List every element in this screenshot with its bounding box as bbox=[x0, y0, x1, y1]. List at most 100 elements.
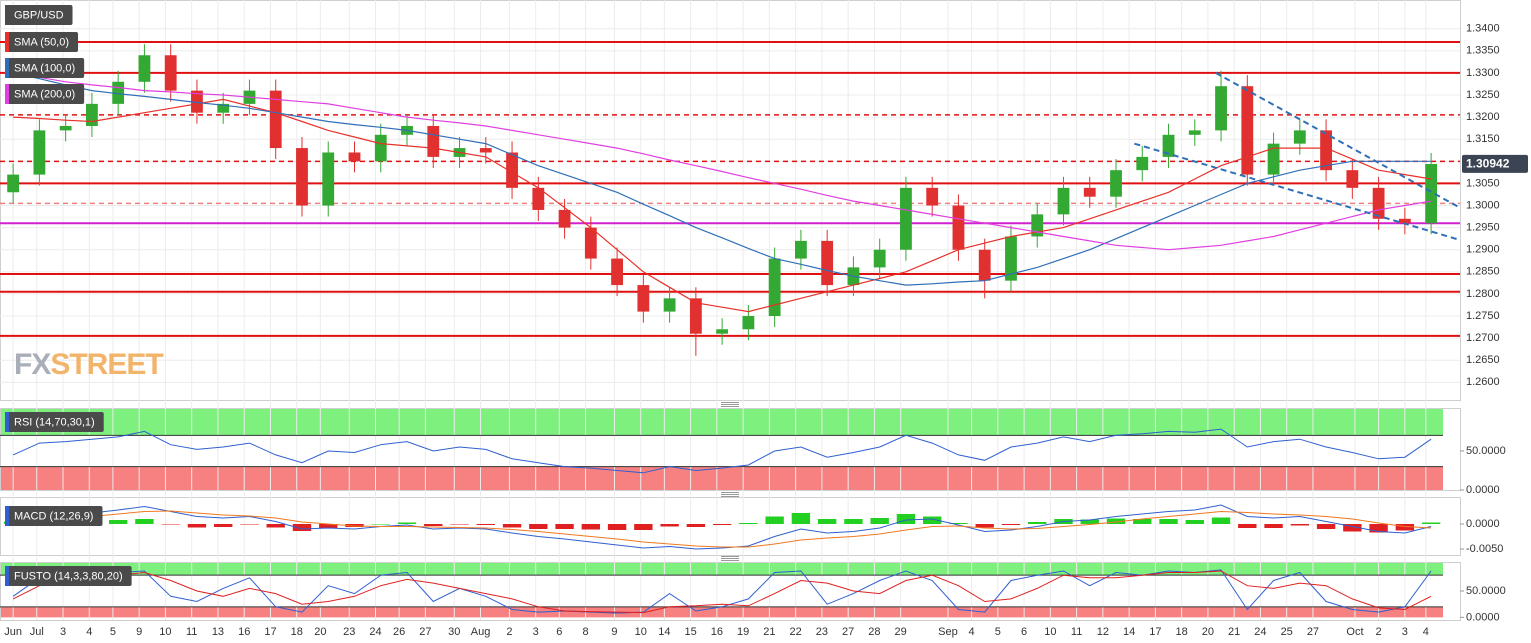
x-tick-label: 10 bbox=[159, 626, 171, 638]
candle-body bbox=[768, 258, 781, 317]
candle-body bbox=[348, 152, 361, 162]
indicator-label: FUSTO (14,3,3,80,20) bbox=[5, 566, 132, 586]
x-tick-label: 20 bbox=[314, 626, 326, 638]
watermark-part: FX bbox=[14, 348, 51, 381]
x-tick-label: 2 bbox=[1376, 626, 1382, 638]
histogram-bar bbox=[765, 516, 784, 524]
indicator-label-swatch bbox=[5, 506, 9, 526]
candle-body bbox=[191, 90, 203, 113]
x-tick-label: 5 bbox=[995, 626, 1001, 638]
candle-body bbox=[926, 187, 939, 206]
histogram-bar bbox=[634, 524, 653, 530]
indicator-label: RSI (14,70,30,1) bbox=[5, 412, 104, 432]
y-tick-label: 1.3400 bbox=[1466, 23, 1500, 35]
legend-entry-swatch bbox=[5, 32, 9, 52]
x-tick-label: 21 bbox=[1228, 626, 1240, 638]
histogram-bar bbox=[607, 524, 627, 530]
candle-body bbox=[978, 249, 991, 281]
histogram-bar bbox=[529, 524, 548, 529]
overbought-zone bbox=[0, 408, 1443, 436]
x-tick-label: Jun bbox=[4, 626, 22, 638]
histogram-bar bbox=[161, 524, 180, 525]
histogram-bar bbox=[686, 524, 706, 527]
histogram-bar bbox=[240, 524, 259, 525]
panel-frame bbox=[0, 497, 1461, 556]
indicator-label-text: FUSTO (14,3,3,80,20) bbox=[14, 570, 123, 582]
candle-body bbox=[1372, 187, 1385, 219]
sma-line bbox=[12, 72, 1432, 286]
x-tick-label: 21 bbox=[763, 626, 775, 638]
candle-body bbox=[7, 174, 20, 193]
x-tick-label: 13 bbox=[212, 626, 224, 638]
histogram-bar bbox=[1369, 524, 1388, 533]
histogram-bar bbox=[476, 524, 495, 525]
histogram-bar bbox=[896, 514, 916, 524]
histogram-bar bbox=[581, 524, 601, 530]
x-tick-label: 25 bbox=[1281, 626, 1293, 638]
indicator-label-swatch bbox=[5, 566, 9, 586]
x-tick-label: 4 bbox=[1423, 626, 1429, 638]
candle-body bbox=[33, 130, 46, 175]
legend-entry-box bbox=[5, 58, 85, 78]
candle-body bbox=[873, 249, 886, 268]
candle-body bbox=[584, 227, 597, 259]
candle-body bbox=[900, 187, 912, 250]
candle-body bbox=[558, 209, 571, 228]
x-tick-label: 22 bbox=[790, 626, 802, 638]
candle-body bbox=[1293, 130, 1306, 144]
candle-body bbox=[611, 258, 623, 286]
x-tick-label: 9 bbox=[611, 626, 617, 638]
candle-body bbox=[637, 285, 650, 312]
x-tick-label: 23 bbox=[816, 626, 828, 638]
y-tick-label: 1.2600 bbox=[1466, 376, 1500, 388]
overbought-zone bbox=[0, 562, 1443, 576]
y-tick-label: 1.3000 bbox=[1466, 199, 1500, 211]
x-tick-label: Oct bbox=[1346, 626, 1363, 638]
histogram-bar bbox=[292, 524, 312, 531]
y-tick-label: -0.0050 bbox=[1466, 543, 1503, 555]
histogram-bar bbox=[450, 524, 469, 525]
x-tick-label: 11 bbox=[186, 626, 197, 638]
y-tick-label: 50.0000 bbox=[1466, 445, 1506, 457]
x-tick-label: 5 bbox=[110, 626, 116, 638]
candle-body bbox=[689, 298, 702, 334]
indicator-label-swatch bbox=[5, 412, 9, 432]
histogram-bar bbox=[1185, 520, 1204, 524]
histogram-bar bbox=[712, 524, 732, 525]
y-tick-label: 50.0000 bbox=[1466, 585, 1506, 597]
mark-layer bbox=[0, 40, 1461, 614]
candle-body bbox=[269, 90, 282, 149]
trend-line bbox=[1215, 72, 1461, 209]
histogram-bar bbox=[1211, 517, 1231, 524]
indicator-label-text: RSI (14,70,30,1) bbox=[14, 416, 95, 428]
histogram-bar bbox=[1238, 524, 1257, 528]
candle-body bbox=[427, 125, 440, 157]
candle-body bbox=[1057, 187, 1070, 215]
symbol-label: GBP/USD bbox=[5, 5, 73, 25]
legend-entry-swatch bbox=[5, 84, 9, 104]
x-tick-label: 6 bbox=[556, 626, 562, 638]
candle-body bbox=[59, 125, 72, 131]
x-tick-label: 4 bbox=[86, 626, 92, 638]
x-tick-label: 10 bbox=[635, 626, 647, 638]
symbol-label-swatch bbox=[5, 5, 9, 25]
panel-frame bbox=[0, 0, 1461, 401]
legend-entry-text: SMA (200,0) bbox=[14, 88, 75, 100]
histogram-bar bbox=[923, 516, 942, 524]
histogram-bar bbox=[266, 524, 285, 528]
candle-body bbox=[164, 55, 177, 91]
y-tick-label: 1.2700 bbox=[1466, 332, 1500, 344]
candle-body bbox=[716, 329, 729, 334]
histogram-bar bbox=[949, 523, 968, 524]
histogram-bar bbox=[1264, 524, 1283, 528]
legend-entry: SMA (200,0) bbox=[5, 84, 85, 104]
last-price-label: 1.30942 bbox=[1466, 157, 1510, 171]
candle-body bbox=[952, 205, 965, 250]
x-tick-label: 28 bbox=[868, 626, 880, 638]
candle-body bbox=[1267, 143, 1280, 175]
indicator-label-box bbox=[5, 566, 132, 586]
histogram-bar bbox=[424, 524, 443, 526]
x-tick-label: 27 bbox=[842, 626, 854, 638]
histogram-bar bbox=[1106, 518, 1126, 524]
x-tick-label: 16 bbox=[711, 626, 723, 638]
